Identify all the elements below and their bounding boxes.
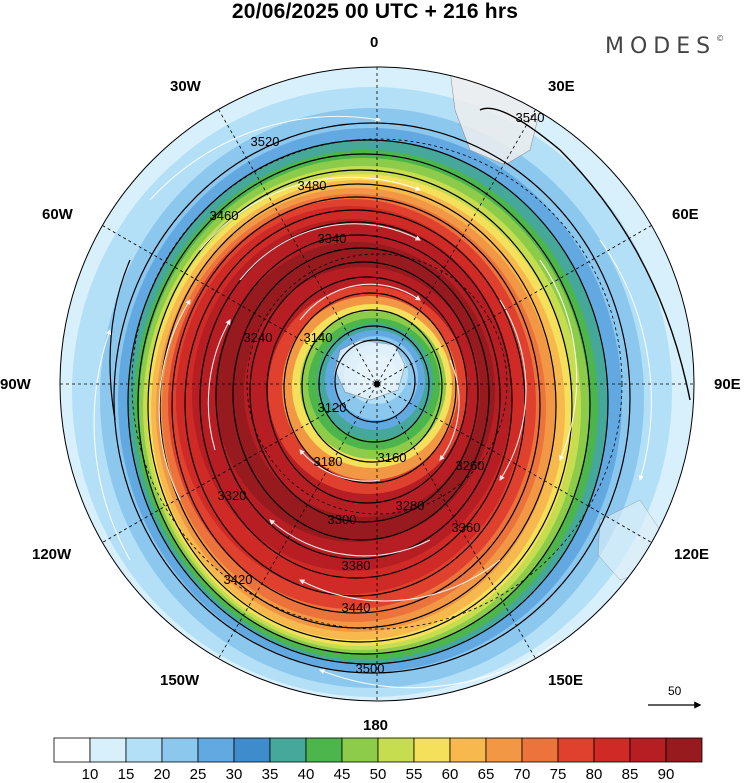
lon-label-90w: 90W (0, 376, 31, 393)
vector-reference-label: 50 (668, 684, 682, 698)
lon-label-30e: 30E (548, 78, 575, 95)
colorbar-tick-label: 35 (261, 766, 279, 783)
contour-label: 3160 (378, 450, 407, 465)
wind-speed-shading (60, 67, 694, 701)
colorbar-swatch (449, 737, 487, 763)
colorbar-swatch (557, 737, 595, 763)
colorbar-swatch (377, 737, 415, 763)
contour-label: 3500 (356, 661, 385, 676)
colorbar-tick-label: 90 (657, 766, 675, 783)
contour-label: 3380 (342, 558, 371, 573)
colorbar-swatch (629, 737, 667, 763)
lon-label-60w: 60W (42, 206, 73, 223)
colorbar-swatch (53, 737, 91, 763)
colorbar-tick-label: 25 (189, 766, 207, 783)
contour-label: 3540 (516, 110, 545, 125)
colorbar-swatch (161, 737, 199, 763)
colorbar-tick-label: 80 (585, 766, 603, 783)
lon-label-120w: 120W (32, 546, 72, 563)
colorbar-tick-label: 10 (81, 766, 99, 783)
colorbar-tick-label: 15 (117, 766, 135, 783)
colorbar-swatch (341, 737, 379, 763)
lon-label-60e: 60E (672, 206, 699, 223)
colorbar-swatch (269, 737, 307, 763)
colorbar-swatch (413, 737, 451, 763)
colorbar-swatch (125, 737, 163, 763)
contour-label-group: 3120 3140 3160 3180 3240 3260 3280 3300 … (210, 110, 545, 676)
south-pole-marker (374, 381, 380, 387)
colorbar-swatch (485, 737, 523, 763)
contour-label: 3240 (244, 330, 273, 345)
colorbar-swatch (197, 737, 235, 763)
lon-label-30w: 30W (170, 78, 201, 95)
colorbar-swatch (305, 737, 343, 763)
contour-label: 3480 (298, 178, 327, 193)
wind-streamlines (93, 115, 652, 689)
colorbar (53, 737, 703, 763)
brand-name: MODES (605, 34, 717, 59)
colorbar-tick-label: 85 (621, 766, 639, 783)
colorbar-tick-label: 50 (369, 766, 387, 783)
contour-label: 3460 (210, 208, 239, 223)
colorbar-tick-label: 55 (405, 766, 423, 783)
contour-label: 3320 (218, 488, 247, 503)
colorbar-tick-label: 70 (513, 766, 531, 783)
map-border (59, 66, 695, 702)
contour-label: 3440 (342, 600, 371, 615)
contour-label: 3340 (318, 231, 347, 246)
brand-logo: MODES© (605, 34, 724, 59)
contour-label: 3420 (224, 572, 253, 587)
colorbar-tick-label: 75 (549, 766, 567, 783)
contour-label: 3520 (251, 134, 280, 149)
colorbar-tick-label: 45 (333, 766, 351, 783)
geopotential-contours (109, 107, 691, 674)
contour-label: 3140 (304, 330, 333, 345)
lon-label-150e: 150E (548, 672, 584, 689)
contour-label: 3280 (396, 498, 425, 513)
lon-label-90e: 90E (714, 376, 741, 393)
colorbar-tick-label: 40 (297, 766, 315, 783)
copyright-mark: © (716, 34, 725, 43)
forecast-title: 20/06/2025 00 UTC + 216 hrs (231, 0, 519, 23)
lon-label-150w: 150W (160, 672, 200, 689)
graticule (60, 67, 694, 701)
colorbar-swatch (665, 737, 703, 763)
colorbar-tick-label: 30 (225, 766, 243, 783)
colorbar-tick-label: 60 (441, 766, 459, 783)
colorbar-tick-label: 20 (153, 766, 171, 783)
contour-label: 3260 (456, 458, 485, 473)
lon-label-180: 180 (363, 717, 389, 734)
colorbar-swatch (593, 737, 631, 763)
colorbar-swatch (233, 737, 271, 763)
contour-label: 3300 (328, 512, 357, 527)
colorbar-swatch (89, 737, 127, 763)
contour-label: 3360 (452, 520, 481, 535)
colorbar-tick-label: 65 (477, 766, 495, 783)
contour-label: 3180 (314, 454, 343, 469)
contour-label: 3120 (318, 400, 347, 415)
colorbar-swatch (521, 737, 559, 763)
lon-label-0: 0 (370, 34, 379, 51)
lon-label-120e: 120E (674, 546, 710, 563)
